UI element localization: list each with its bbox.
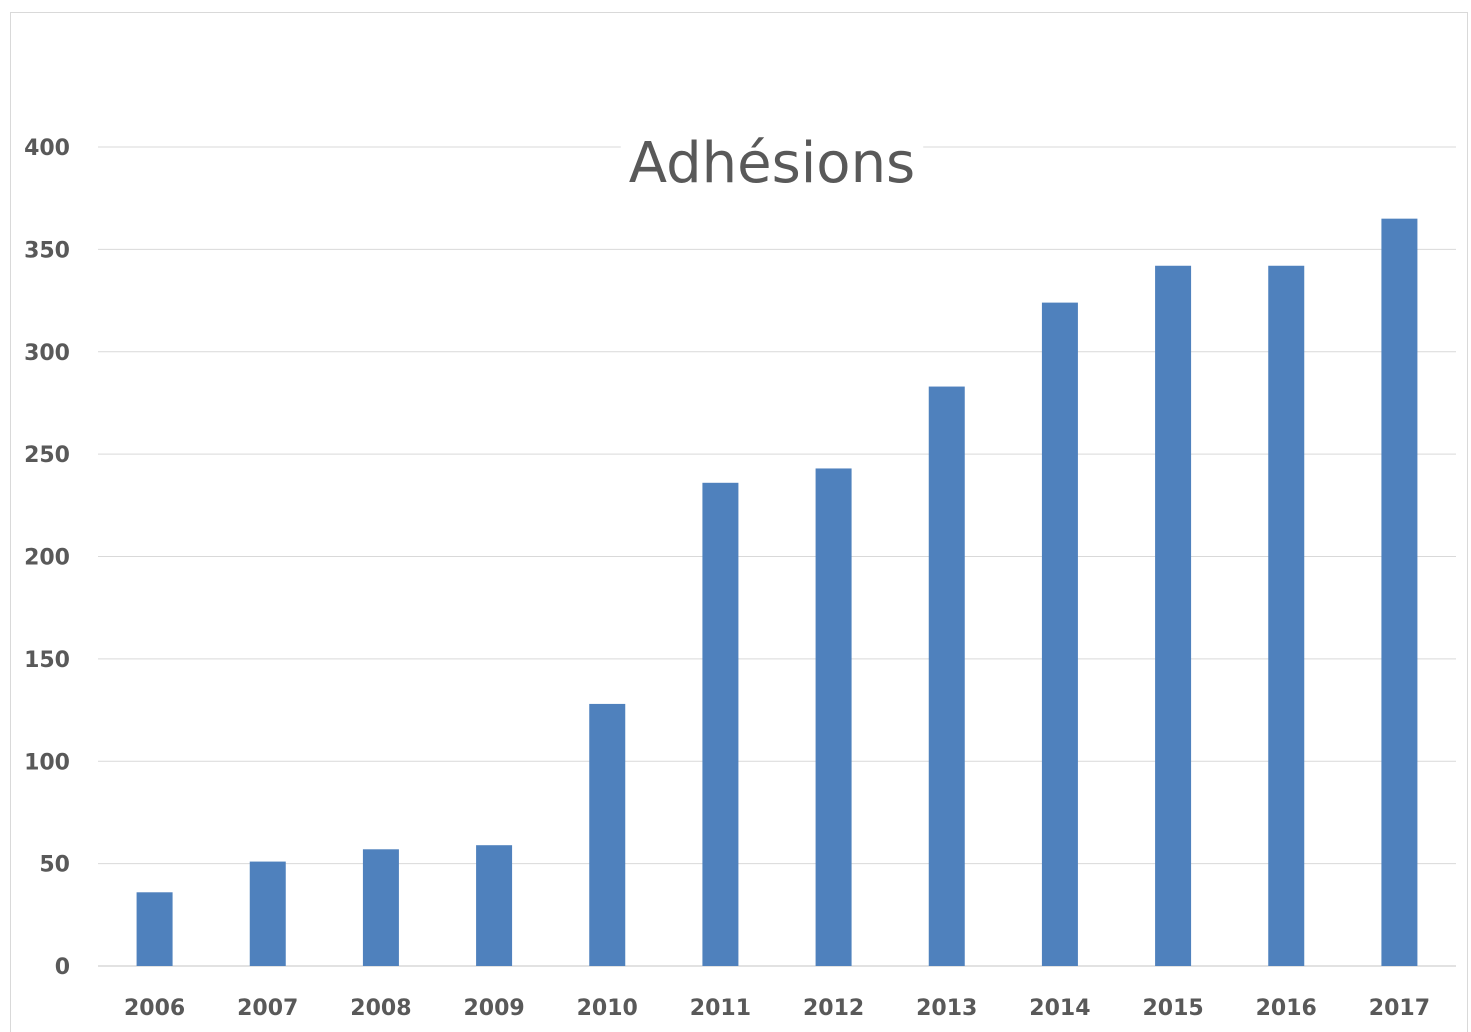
- bar-2015: [1155, 265, 1192, 966]
- y-tick-label: 100: [24, 750, 70, 775]
- bar-2007: [249, 861, 286, 966]
- bar-2012: [815, 468, 852, 966]
- x-tick-label: 2007: [237, 996, 298, 1021]
- x-tick-label: 2013: [916, 996, 977, 1021]
- x-tick-label: 2014: [1029, 996, 1090, 1021]
- bar-2016: [1268, 265, 1305, 966]
- x-tick-label: 2010: [577, 996, 638, 1021]
- bar-2011: [702, 482, 739, 966]
- x-tick-label: 2012: [803, 996, 864, 1021]
- bar-2006: [136, 892, 173, 966]
- chart-title: Adhésions: [629, 131, 915, 196]
- x-tick-label: 2011: [690, 996, 751, 1021]
- bar-2008: [362, 849, 399, 966]
- gridlines: [98, 146, 1456, 967]
- y-tick-label: 0: [55, 955, 70, 980]
- x-tick-label: 2006: [124, 996, 185, 1021]
- y-tick-label: 200: [24, 546, 70, 571]
- bars: [136, 218, 1418, 967]
- x-tick-label: 2008: [350, 996, 411, 1021]
- bar-2013: [928, 386, 965, 966]
- y-tick-label: 400: [24, 136, 70, 161]
- y-tick-label: 350: [24, 238, 70, 263]
- y-tick-label: 50: [39, 853, 70, 878]
- x-tick-label: 2015: [1142, 996, 1203, 1021]
- y-axis-tick-labels: 0 50 100 150 200 250 300 350 400: [24, 136, 70, 980]
- x-tick-label: 2009: [463, 996, 524, 1021]
- bar-2009: [476, 845, 513, 966]
- bar-2014: [1041, 302, 1078, 966]
- y-tick-label: 250: [24, 443, 70, 468]
- x-axis-tick-labels: 2006 2007 2008 2009 2010 2011 2012 2013 2014 2015…: [124, 996, 1430, 1021]
- y-tick-label: 300: [24, 341, 70, 366]
- chart-frame: [10, 12, 1468, 1032]
- chart-title-background: [620, 132, 924, 192]
- x-tick-label: 2016: [1256, 996, 1317, 1021]
- bar-2017: [1381, 218, 1418, 967]
- bar-2010: [589, 703, 626, 966]
- x-tick-label: 2017: [1369, 996, 1430, 1021]
- y-tick-label: 150: [24, 648, 70, 673]
